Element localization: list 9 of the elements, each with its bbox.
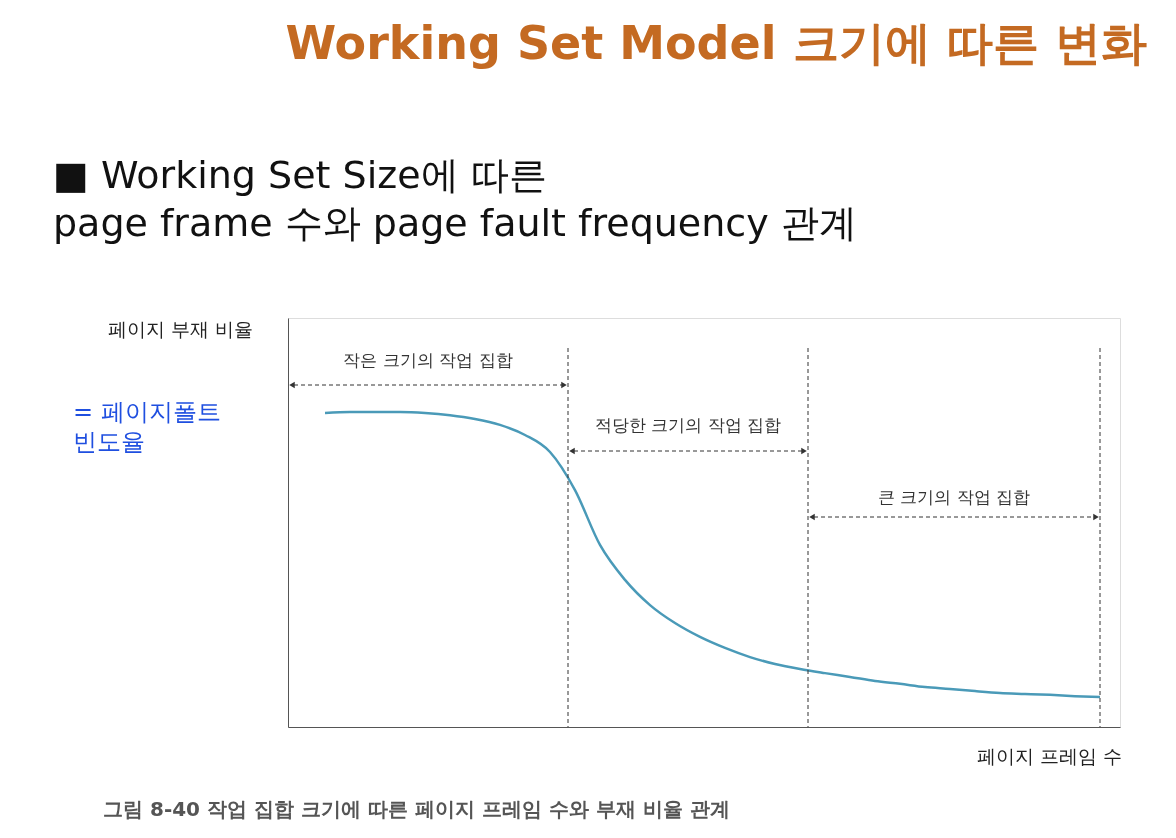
annotation: 큰 크기의 작업 집합 [877, 487, 1031, 507]
text: = 페이지폴트 빈도율 [73, 398, 221, 456]
caption: 그림 8-40 작업 집합 크기에 따른 페이지 프레임 수와 부재 비율 관계 [103, 797, 730, 821]
annotation: 적당한 크기의 작업 집합 [594, 415, 782, 435]
chart-subtitle: ■ Working Set Size에 따른 page frame 수와 page fault frequency 관계 [53, 153, 857, 245]
text: 작은 크기의 작업 집합 [343, 350, 513, 370]
x-axis-title: 페이지 프레임 수 [976, 745, 1122, 767]
chart-title: Working Set Model 크기에 따른 변화 [285, 16, 1147, 70]
y-axis-title: 페이지 부재 비율 [108, 318, 254, 340]
